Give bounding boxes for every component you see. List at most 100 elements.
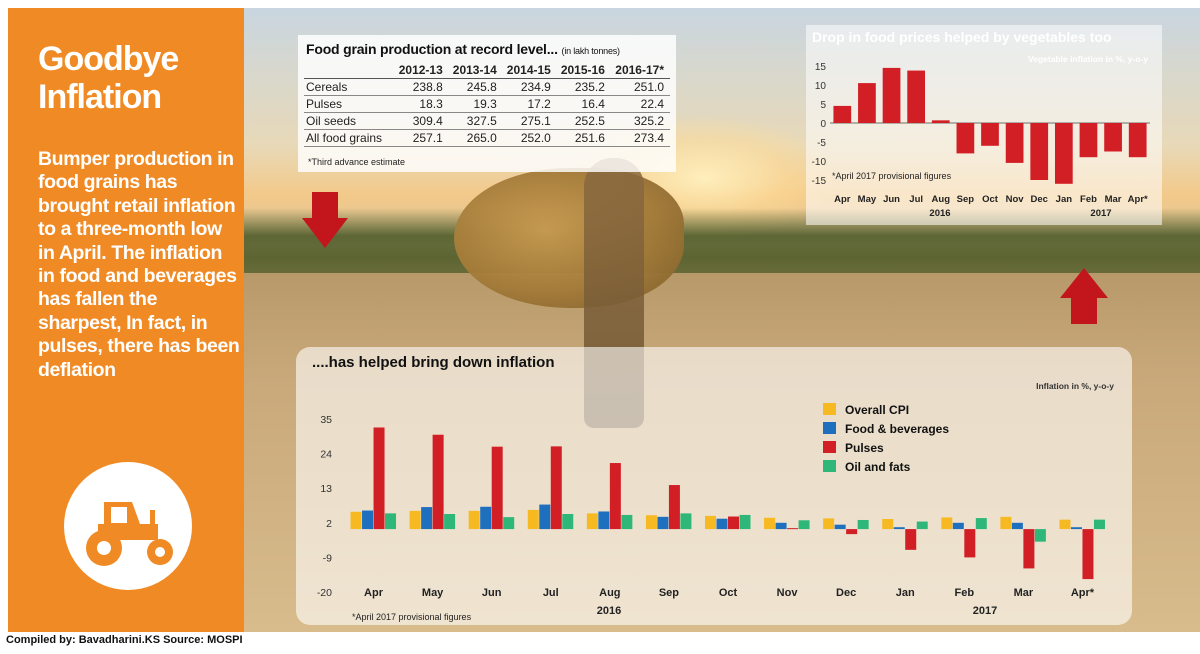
bar xyxy=(705,515,716,530)
bar xyxy=(1023,529,1035,569)
legend-label: Oil and fats xyxy=(845,460,911,474)
table-title: Food grain production at record level...… xyxy=(306,41,620,57)
table-cell: 235.2 xyxy=(556,78,611,96)
table-unit: (in lakh tonnes) xyxy=(561,46,621,56)
y-tick-label: 5 xyxy=(820,100,826,111)
year-label: 2017 xyxy=(1090,208,1111,219)
bar xyxy=(1128,123,1147,158)
sidebar-panel: Goodbye Inflation Bumper production in f… xyxy=(8,8,244,632)
bar xyxy=(882,67,901,123)
bar xyxy=(491,446,503,530)
bar xyxy=(1082,529,1094,580)
bar xyxy=(1079,123,1098,158)
table-cell: 309.4 xyxy=(394,112,449,130)
x-tick-label: Jun xyxy=(482,587,502,599)
x-tick-label: Dec xyxy=(1031,194,1048,205)
table-cell: 16.4 xyxy=(556,95,611,113)
bar xyxy=(858,83,876,123)
bar xyxy=(527,509,539,530)
year-label: 2016 xyxy=(597,605,621,617)
legend-swatch xyxy=(823,441,836,453)
bar xyxy=(893,527,905,530)
bar xyxy=(787,528,799,530)
legend-swatch xyxy=(823,422,836,434)
table-cell: 238.8 xyxy=(394,78,449,96)
bar xyxy=(857,519,869,530)
y-tick-label: 10 xyxy=(815,81,827,92)
x-tick-label: Oct xyxy=(719,587,738,599)
chart-note: *April 2017 provisional figures xyxy=(832,171,952,181)
row-label: Oil seeds xyxy=(304,112,395,130)
y-tick-label: -10 xyxy=(812,157,827,168)
x-tick-label: Apr* xyxy=(1071,587,1095,599)
bar xyxy=(621,514,633,530)
legend-label: Food & beverages xyxy=(845,422,949,436)
y-tick-label: -20 xyxy=(317,587,332,599)
bar xyxy=(1070,527,1082,530)
bar xyxy=(373,427,385,530)
table-cell: 252.5 xyxy=(556,112,611,130)
table-row: Cereals 238.8 245.8 234.9 235.2 251.0 xyxy=(304,78,670,96)
x-tick-label: Feb xyxy=(1080,194,1097,205)
bar xyxy=(798,520,810,530)
bar xyxy=(775,522,787,530)
legend-swatch xyxy=(823,403,836,415)
bar xyxy=(444,513,456,530)
bar xyxy=(916,521,928,530)
bar xyxy=(362,510,374,530)
bar xyxy=(764,517,776,530)
x-tick-label: Jan xyxy=(1056,194,1073,205)
x-tick-label: Dec xyxy=(836,587,856,599)
table-cell: 252.0 xyxy=(502,129,557,147)
table-cell: 325.2 xyxy=(610,112,670,130)
bar xyxy=(823,518,835,530)
x-tick-label: Oct xyxy=(982,194,999,205)
bar xyxy=(421,507,433,530)
legend-swatch xyxy=(823,460,836,472)
x-tick-label: Jun xyxy=(883,194,900,205)
x-tick-label: Sep xyxy=(659,587,679,599)
table-cell: 17.2 xyxy=(502,95,557,113)
x-tick-label: Aug xyxy=(599,587,620,599)
credit-line: Compiled by: Bavadharini.KS Source: MOSP… xyxy=(6,634,243,646)
table-header: 2016-17* xyxy=(610,62,670,79)
x-tick-label: Sep xyxy=(957,194,975,205)
x-tick-label: Aug xyxy=(932,194,951,205)
bar xyxy=(833,105,852,123)
bar xyxy=(964,529,976,558)
bar xyxy=(1005,123,1024,163)
bar xyxy=(846,529,858,535)
x-tick-label: Feb xyxy=(955,587,975,599)
bar xyxy=(1059,519,1071,530)
bar xyxy=(1054,123,1073,184)
table-title-text: Food grain production at record level... xyxy=(306,41,558,57)
bar xyxy=(1011,522,1023,530)
bar xyxy=(981,123,999,146)
table-header: 2012-13 xyxy=(394,62,449,79)
table-cell: 257.1 xyxy=(394,129,449,147)
bar xyxy=(941,517,953,530)
table-header xyxy=(304,62,395,79)
table-cell: 245.8 xyxy=(448,78,503,96)
bar xyxy=(468,510,480,530)
row-label: All food grains xyxy=(304,129,395,147)
bar xyxy=(539,504,551,530)
bar xyxy=(1104,123,1122,152)
y-tick-label: 2 xyxy=(326,518,332,530)
bar xyxy=(645,515,657,530)
chart-subtitle: Inflation in %, y-o-y xyxy=(1036,381,1114,391)
table-cell: 18.3 xyxy=(394,95,449,113)
table-header: 2015-16 xyxy=(556,62,611,79)
bar xyxy=(586,513,598,530)
y-tick-label: 24 xyxy=(320,449,332,461)
row-label: Cereals xyxy=(304,78,395,96)
bar xyxy=(432,434,444,530)
bar xyxy=(931,120,950,123)
table-cell: 251.0 xyxy=(610,78,670,96)
y-tick-label: -15 xyxy=(812,176,827,187)
bar xyxy=(882,519,894,530)
bar xyxy=(1030,123,1049,180)
